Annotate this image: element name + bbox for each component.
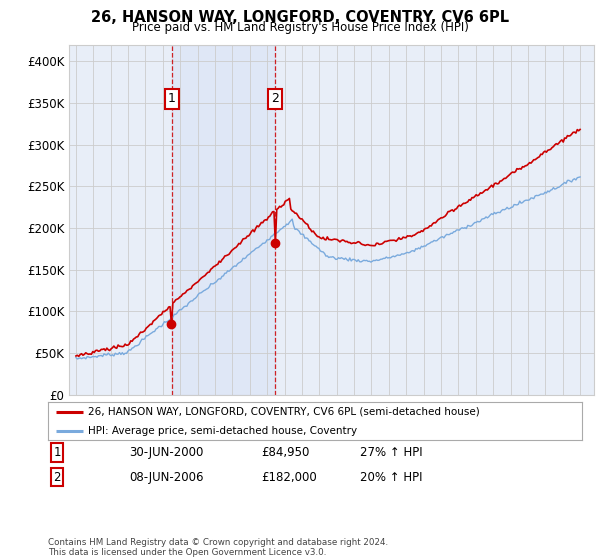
Text: £182,000: £182,000 — [261, 470, 317, 484]
Text: Price paid vs. HM Land Registry's House Price Index (HPI): Price paid vs. HM Land Registry's House … — [131, 21, 469, 34]
Text: 20% ↑ HPI: 20% ↑ HPI — [360, 470, 422, 484]
Text: 26, HANSON WAY, LONGFORD, COVENTRY, CV6 6PL: 26, HANSON WAY, LONGFORD, COVENTRY, CV6 … — [91, 10, 509, 25]
Text: 08-JUN-2006: 08-JUN-2006 — [129, 470, 203, 484]
Text: 1: 1 — [53, 446, 61, 459]
Text: £84,950: £84,950 — [261, 446, 310, 459]
Text: 26, HANSON WAY, LONGFORD, COVENTRY, CV6 6PL (semi-detached house): 26, HANSON WAY, LONGFORD, COVENTRY, CV6 … — [88, 407, 480, 417]
Text: HPI: Average price, semi-detached house, Coventry: HPI: Average price, semi-detached house,… — [88, 426, 357, 436]
Text: 2: 2 — [53, 470, 61, 484]
Text: 30-JUN-2000: 30-JUN-2000 — [129, 446, 203, 459]
Text: 2: 2 — [271, 92, 279, 105]
Text: Contains HM Land Registry data © Crown copyright and database right 2024.
This d: Contains HM Land Registry data © Crown c… — [48, 538, 388, 557]
Text: 27% ↑ HPI: 27% ↑ HPI — [360, 446, 422, 459]
Text: 1: 1 — [167, 92, 176, 105]
Bar — [172, 45, 275, 395]
